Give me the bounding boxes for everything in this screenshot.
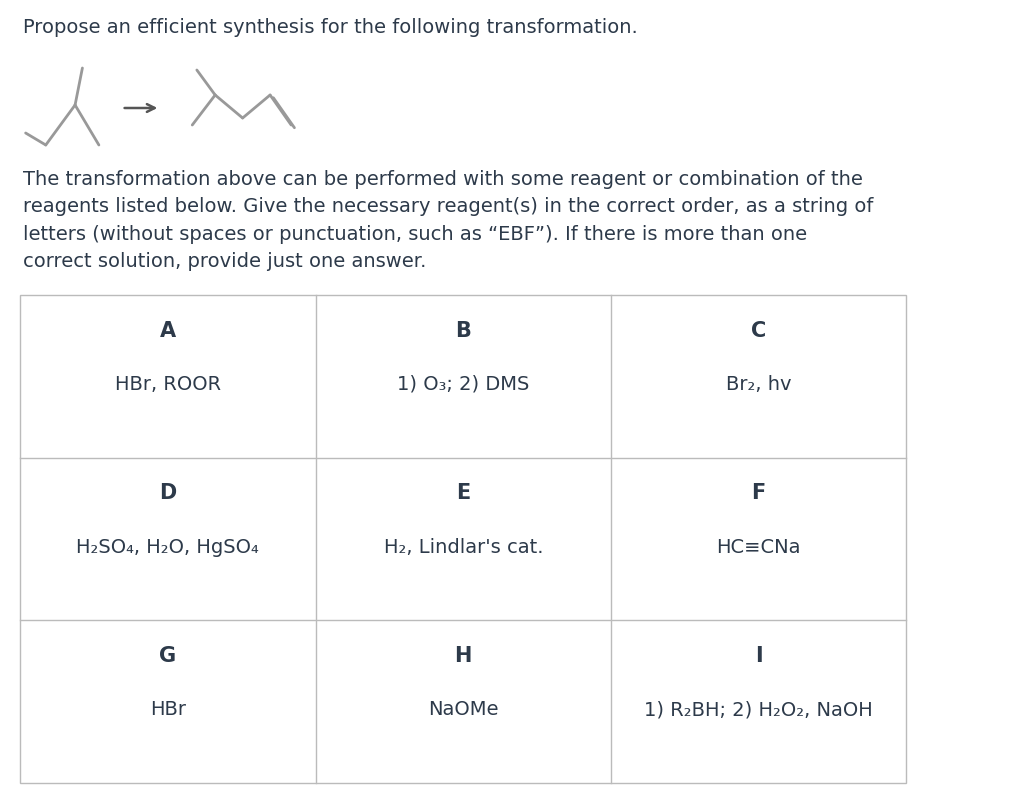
- Text: D: D: [159, 483, 176, 504]
- Text: NaOMe: NaOMe: [428, 700, 498, 719]
- Text: HBr, ROOR: HBr, ROOR: [114, 375, 220, 394]
- Text: A: A: [160, 321, 176, 341]
- Text: C: C: [750, 321, 765, 341]
- Text: 1) O₃; 2) DMS: 1) O₃; 2) DMS: [396, 375, 529, 394]
- Text: E: E: [456, 483, 470, 504]
- Text: Br₂, hv: Br₂, hv: [725, 375, 791, 394]
- Text: HBr: HBr: [150, 700, 186, 719]
- Bar: [20, 295, 906, 783]
- Text: 1) R₂BH; 2) H₂O₂, NaOH: 1) R₂BH; 2) H₂O₂, NaOH: [644, 700, 872, 719]
- Text: H₂SO₄, H₂O, HgSO₄: H₂SO₄, H₂O, HgSO₄: [77, 538, 259, 557]
- Text: The transformation above can be performed with some reagent or combination of th: The transformation above can be performe…: [23, 170, 872, 271]
- Text: H: H: [454, 646, 471, 666]
- Text: I: I: [754, 646, 761, 666]
- Text: Propose an efficient synthesis for the following transformation.: Propose an efficient synthesis for the f…: [23, 18, 637, 37]
- Text: HC≡CNa: HC≡CNa: [716, 538, 800, 557]
- Text: G: G: [159, 646, 176, 666]
- Text: F: F: [751, 483, 765, 504]
- Text: B: B: [455, 321, 471, 341]
- Text: H₂, Lindlar's cat.: H₂, Lindlar's cat.: [383, 538, 543, 557]
